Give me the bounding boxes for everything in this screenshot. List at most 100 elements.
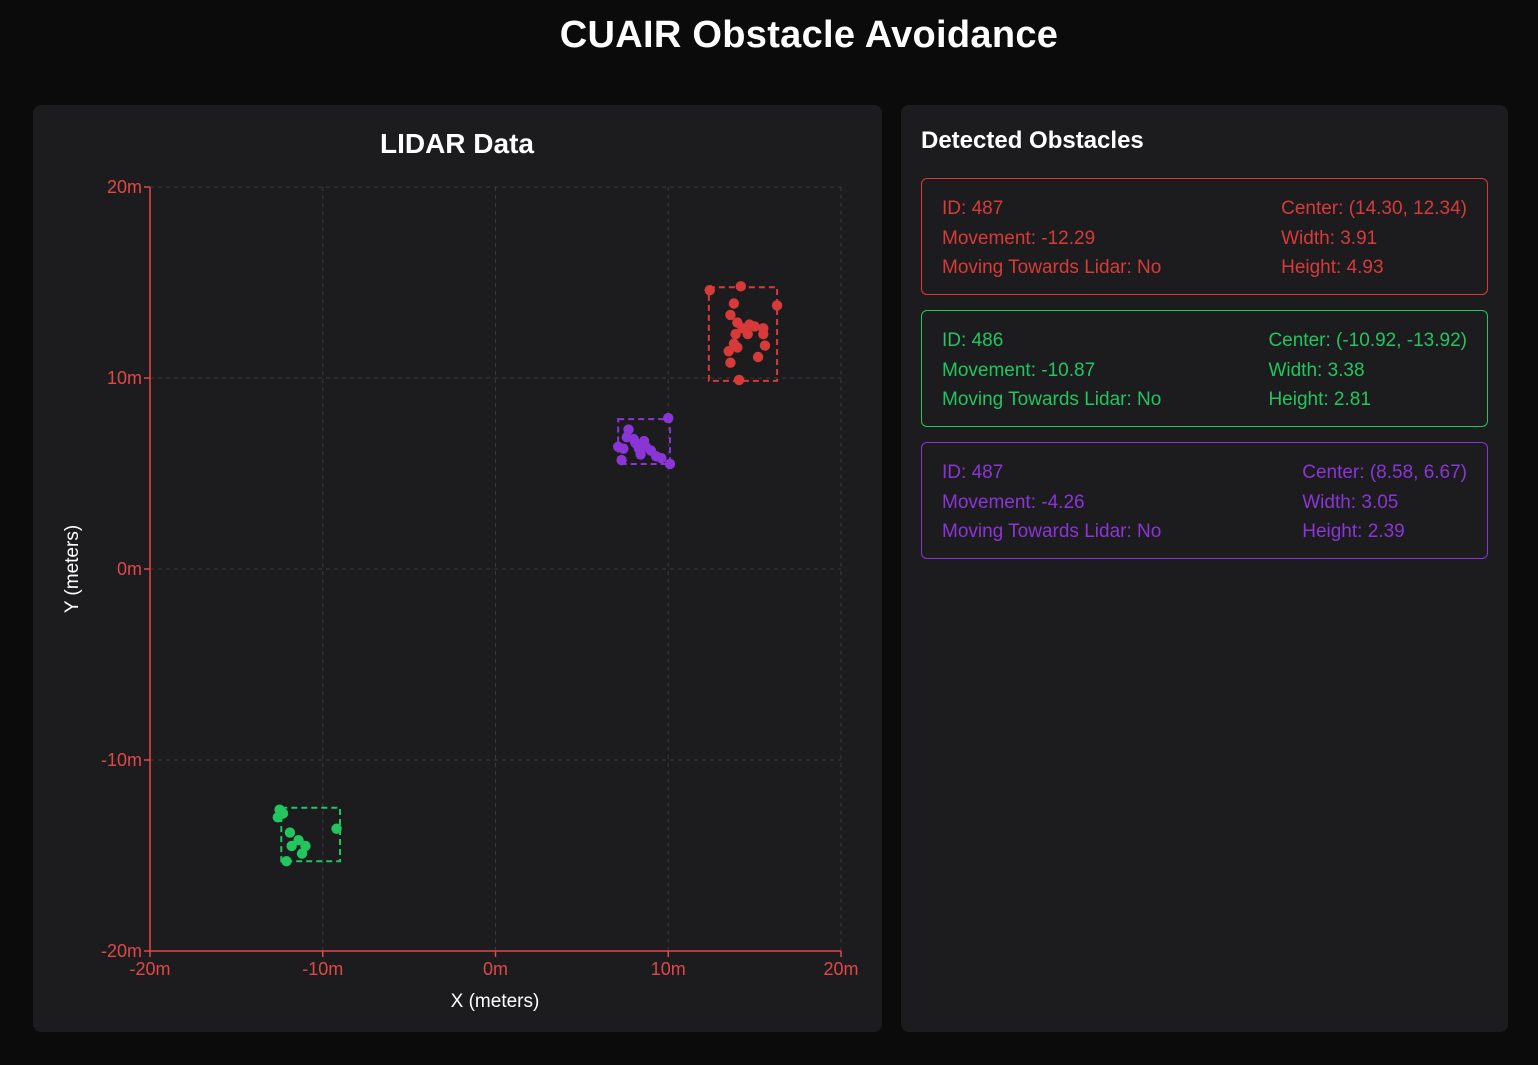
obstacle-center-value: (8.58, 6.67) — [1369, 462, 1467, 483]
lidar-point — [286, 840, 297, 852]
obstacle-moving-towards-label: Moving Towards Lidar: — [942, 389, 1132, 410]
lidar-point — [704, 284, 715, 296]
obstacle-center-value: (-10.92, -13.92) — [1336, 330, 1467, 351]
obstacle-width: Width: 3.38 — [1268, 356, 1467, 386]
lidar-point — [293, 835, 304, 846]
obstacle-center-label: Center: — [1281, 198, 1344, 219]
obstacle-card-column: Center: (14.30, 12.34) Width: 3.91 Height:… — [1281, 194, 1467, 294]
obstacle-movement-label: Movement: — [942, 491, 1036, 513]
obstacle-card: ID: 486 Movement: -10.87 Moving Towards Li… — [921, 310, 1488, 427]
x-tick-label: -20m — [129, 959, 170, 979]
obstacles-panel-title: Detected Obstacles — [921, 127, 1144, 154]
chart-grid — [150, 186, 842, 951]
obstacle-width: Width: 3.05 — [1302, 488, 1467, 518]
obstacle-center: Center: (14.30, 12.34) — [1281, 194, 1467, 224]
y-tick-label: 10m — [107, 368, 142, 388]
lidar-point — [663, 412, 674, 424]
lidar-point — [296, 848, 308, 859]
obstacle-movement: Movement: -12.29 — [942, 224, 1161, 254]
obstacle-moving-towards-value: No — [1137, 257, 1162, 278]
lidar-point — [616, 454, 627, 466]
obstacle-height-value: 2.39 — [1367, 521, 1405, 542]
obstacle-id: ID: 487 — [942, 194, 1161, 224]
lidar-point — [730, 328, 741, 340]
obstacle-height-label: Height: — [1268, 389, 1329, 410]
obstacle-center: Center: (-10.92, -13.92) — [1268, 326, 1467, 356]
lidar-points — [272, 281, 783, 867]
y-tick-label: -10m — [101, 750, 142, 770]
lidar-point — [759, 340, 771, 351]
obstacle-moving-towards-value: No — [1137, 521, 1162, 542]
x-tick-label: 0m — [483, 959, 508, 979]
obstacle-moving-towards-label: Moving Towards Lidar: — [942, 257, 1132, 278]
obstacle-height: Height: 4.93 — [1281, 253, 1467, 283]
obstacle-width-value: 3.38 — [1327, 359, 1365, 381]
obstacle-moving-towards-label: Moving Towards Lidar: — [942, 521, 1132, 542]
obstacle-center-label: Center: — [1268, 330, 1331, 351]
obstacle-movement: Movement: -10.87 — [942, 356, 1161, 386]
obstacle-width-value: 3.05 — [1361, 491, 1399, 513]
lidar-point — [656, 453, 667, 464]
obstacle-height-label: Height: — [1302, 521, 1363, 542]
obstacle-moving-towards: Moving Towards Lidar: No — [942, 253, 1161, 283]
detected-obstacles-panel: Detected Obstacles ID: 487 Movement: -12.… — [901, 105, 1508, 1032]
lidar-point — [749, 321, 760, 332]
lidar-point — [725, 357, 736, 368]
lidar-chart-panel: LIDAR Data -20m -10m 0m 10m 20m -20m -10m 0m 10m… — [33, 105, 882, 1032]
x-tick-label: -10m — [302, 959, 343, 979]
obstacle-width-value: 3.91 — [1340, 227, 1378, 249]
obstacle-card: ID: 487 Movement: -12.29 Moving Towards Li… — [921, 178, 1488, 295]
app-title: CUAIR Obstacle Avoidance — [559, 14, 1059, 56]
chart-axes: -20m -10m 0m 10m 20m -20m -10m 0m 10m 20m — [101, 177, 859, 979]
obstacle-card-column: Center: (-10.92, -13.92) Width: 3.38 Heigh… — [1268, 326, 1467, 426]
obstacle-id-value: 487 — [971, 462, 1004, 483]
x-tick-label: 20m — [823, 959, 858, 979]
obstacle-width-label: Width: — [1302, 491, 1357, 513]
chart-title: LIDAR Data — [380, 128, 534, 159]
obstacle-movement-value: -10.87 — [1041, 359, 1096, 381]
lidar-point — [725, 309, 736, 321]
obstacle-card-column: ID: 486 Movement: -10.87 Moving Towards Li… — [942, 326, 1161, 426]
lidar-point — [272, 812, 284, 823]
obstacle-boxes — [280, 286, 779, 863]
obstacle-height-label: Height: — [1281, 257, 1342, 278]
lidar-point — [758, 328, 769, 340]
obstacle-moving-towards-value: No — [1137, 389, 1162, 410]
lidar-point — [284, 827, 296, 838]
lidar-point — [331, 823, 342, 834]
obstacle-movement: Movement: -4.26 — [942, 488, 1161, 518]
obstacle-height-value: 4.93 — [1346, 257, 1384, 278]
obstacle-card-column: ID: 487 Movement: -4.26 Moving Towards Lid… — [942, 458, 1161, 558]
x-tick-label: 10m — [651, 959, 686, 979]
lidar-point — [723, 346, 734, 357]
lidar-point — [735, 281, 747, 292]
lidar-scatter-chart: LIDAR Data -20m -10m 0m 10m 20m -20m -10m 0m 10m… — [62, 128, 859, 1012]
lidar-point — [733, 374, 745, 386]
obstacle-height: Height: 2.39 — [1302, 517, 1467, 547]
obstacle-center-value: (14.30, 12.34) — [1348, 198, 1467, 219]
obstacle-width: Width: 3.91 — [1281, 224, 1467, 254]
obstacle-moving-towards: Moving Towards Lidar: No — [942, 517, 1161, 547]
x-axis-label: X (meters) — [451, 991, 540, 1012]
obstacle-height: Height: 2.81 — [1268, 385, 1467, 415]
lidar-point — [752, 351, 764, 363]
obstacle-width-label: Width: — [1281, 227, 1335, 249]
obstacle-id-label: ID: — [942, 198, 967, 219]
obstacle-card-column: Center: (8.58, 6.67) Width: 3.05 Height: 2… — [1302, 458, 1467, 558]
lidar-point — [635, 449, 646, 460]
obstacle-card: ID: 487 Movement: -4.26 Moving Towards Lid… — [921, 442, 1488, 559]
lidar-point — [771, 300, 783, 311]
obstacle-card-column: ID: 487 Movement: -12.29 Moving Towards Li… — [942, 194, 1161, 294]
obstacle-movement-value: -12.29 — [1041, 227, 1096, 249]
obstacle-center: Center: (8.58, 6.67) — [1302, 458, 1467, 488]
y-tick-label: 0m — [117, 559, 142, 579]
lidar-point — [732, 342, 743, 353]
y-tick-label: -20m — [101, 941, 142, 961]
lidar-point — [664, 458, 676, 470]
lidar-point — [281, 856, 292, 867]
lidar-point — [728, 298, 740, 309]
obstacle-id: ID: 486 — [942, 326, 1161, 356]
obstacle-movement-label: Movement: — [942, 227, 1036, 249]
obstacle-movement-label: Movement: — [942, 359, 1036, 381]
obstacle-id: ID: 487 — [942, 458, 1161, 488]
